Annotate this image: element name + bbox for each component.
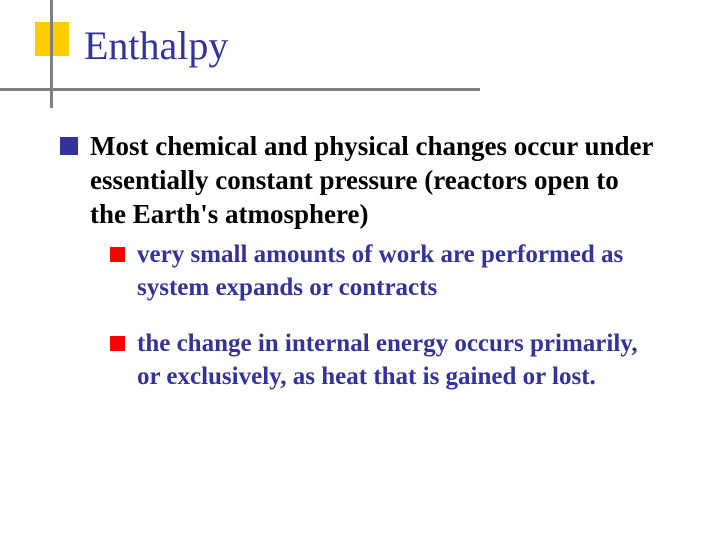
- horizontal-rule: [0, 88, 480, 91]
- slide-content: Most chemical and physical changes occur…: [0, 110, 720, 393]
- bullet-square-icon: [60, 137, 78, 155]
- bullet-text: very small amounts of work are performed…: [137, 239, 660, 304]
- vertical-rule: [50, 0, 53, 108]
- bullet-square-icon: [110, 247, 125, 262]
- bullet-level2: the change in internal energy occurs pri…: [110, 328, 660, 393]
- bullet-square-icon: [110, 336, 125, 351]
- slide-title: Enthalpy: [84, 22, 228, 69]
- bullet-text: the change in internal energy occurs pri…: [137, 328, 660, 393]
- bullet-level2: very small amounts of work are performed…: [110, 239, 660, 304]
- slide-header: Enthalpy: [0, 0, 720, 110]
- bullet-text: Most chemical and physical changes occur…: [90, 130, 660, 231]
- bullet-level1: Most chemical and physical changes occur…: [60, 130, 660, 231]
